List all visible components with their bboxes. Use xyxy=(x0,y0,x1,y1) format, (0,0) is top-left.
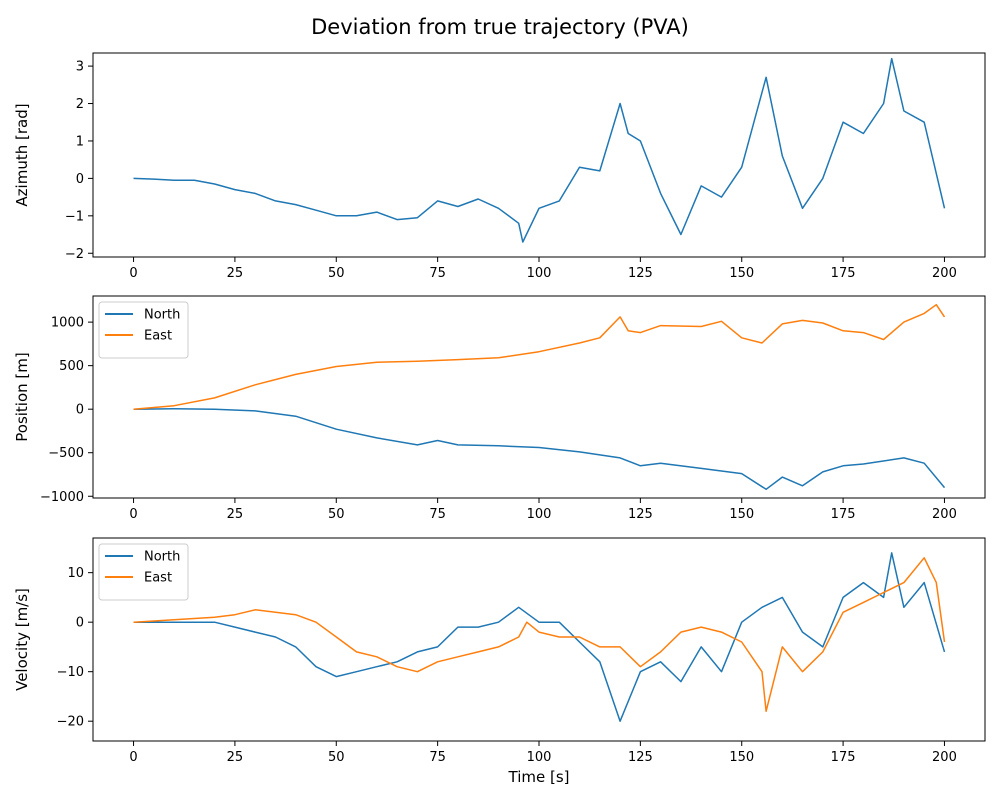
legend: North East xyxy=(98,301,189,359)
legend-label-north: North xyxy=(144,550,180,565)
x-tick-label: 150 xyxy=(729,750,754,765)
y-tick-label: −500 xyxy=(48,446,84,461)
x-tick-label: 200 xyxy=(932,266,957,281)
y-tick-label: 500 xyxy=(59,359,84,374)
legend-box xyxy=(98,301,189,359)
series-line-east xyxy=(133,303,946,410)
series-group xyxy=(133,303,946,491)
series-line-north xyxy=(133,552,946,722)
y-axis-label: Azimuth [rad] xyxy=(13,103,31,206)
x-tick-label: 75 xyxy=(429,507,446,522)
x-tick-label: 175 xyxy=(831,750,856,765)
y-tick-label: 2 xyxy=(76,97,84,112)
x-tick-label: 75 xyxy=(429,266,446,281)
legend: North East xyxy=(98,543,189,601)
x-tick-label: 200 xyxy=(932,507,957,522)
x-tick-label: 75 xyxy=(429,750,446,765)
x-tick-label: 25 xyxy=(227,750,244,765)
y-axis-label: Position [m] xyxy=(13,352,31,442)
y-tick-label: 3 xyxy=(76,60,84,75)
subplot-3: 0 25 50 75 100 125 150 175 200 −20 −10 0 10 Velocity … xyxy=(13,537,986,786)
x-tick-label: 150 xyxy=(729,266,754,281)
series-group xyxy=(133,552,946,722)
y-tick-label: −10 xyxy=(57,665,84,680)
x-tick-label: 175 xyxy=(831,507,856,522)
x-tick-label: 50 xyxy=(328,507,345,522)
x-tick-label: 0 xyxy=(129,507,137,522)
y-tick-label: 10 xyxy=(67,566,84,581)
x-tick-label: 50 xyxy=(328,750,345,765)
subplot-1: 0 25 50 75 100 125 150 175 200 −2 −1 0 1 2 3 Azimuth [r… xyxy=(13,52,986,281)
series-line-north xyxy=(133,408,946,491)
series-group xyxy=(133,57,946,243)
x-tick-label: 150 xyxy=(729,507,754,522)
x-tick-label: 100 xyxy=(527,507,552,522)
x-tick-label: 0 xyxy=(129,750,137,765)
x-tick-label: 100 xyxy=(527,750,552,765)
x-tick-label: 25 xyxy=(227,507,244,522)
legend-label-north: North xyxy=(144,308,180,323)
x-tick-label: 125 xyxy=(628,266,653,281)
x-tick-label: 125 xyxy=(628,507,653,522)
y-tick-label: −2 xyxy=(65,247,84,262)
series-line-1 xyxy=(133,57,946,243)
legend-label-east: East xyxy=(144,571,172,586)
x-axis-label: Time [s] xyxy=(508,768,570,786)
y-tick-label: 0 xyxy=(76,172,84,187)
legend-box xyxy=(98,543,189,601)
y-tick-label: 0 xyxy=(76,403,84,418)
y-tick-label: 1000 xyxy=(51,316,84,331)
y-tick-label: 1 xyxy=(76,134,84,149)
figure-title: Deviation from true trajectory (PVA) xyxy=(311,15,689,39)
subplot-2: 0 25 50 75 100 125 150 175 200 −1000 −500 0 500 1000 P… xyxy=(13,295,986,522)
y-tick-label: −20 xyxy=(57,715,84,730)
x-tick-label: 0 xyxy=(129,266,137,281)
x-tick-label: 50 xyxy=(328,266,345,281)
x-tick-label: 125 xyxy=(628,750,653,765)
legend-label-east: East xyxy=(144,329,172,344)
y-axis-label: Velocity [m/s] xyxy=(13,588,31,691)
x-tick-label: 100 xyxy=(527,266,552,281)
series-line-east xyxy=(133,557,946,713)
y-tick-label: −1 xyxy=(65,209,84,224)
x-tick-label: 200 xyxy=(932,750,957,765)
y-tick-label: −1000 xyxy=(40,490,84,505)
x-tick-label: 175 xyxy=(831,266,856,281)
y-tick-label: 0 xyxy=(76,616,84,631)
x-tick-label: 25 xyxy=(227,266,244,281)
